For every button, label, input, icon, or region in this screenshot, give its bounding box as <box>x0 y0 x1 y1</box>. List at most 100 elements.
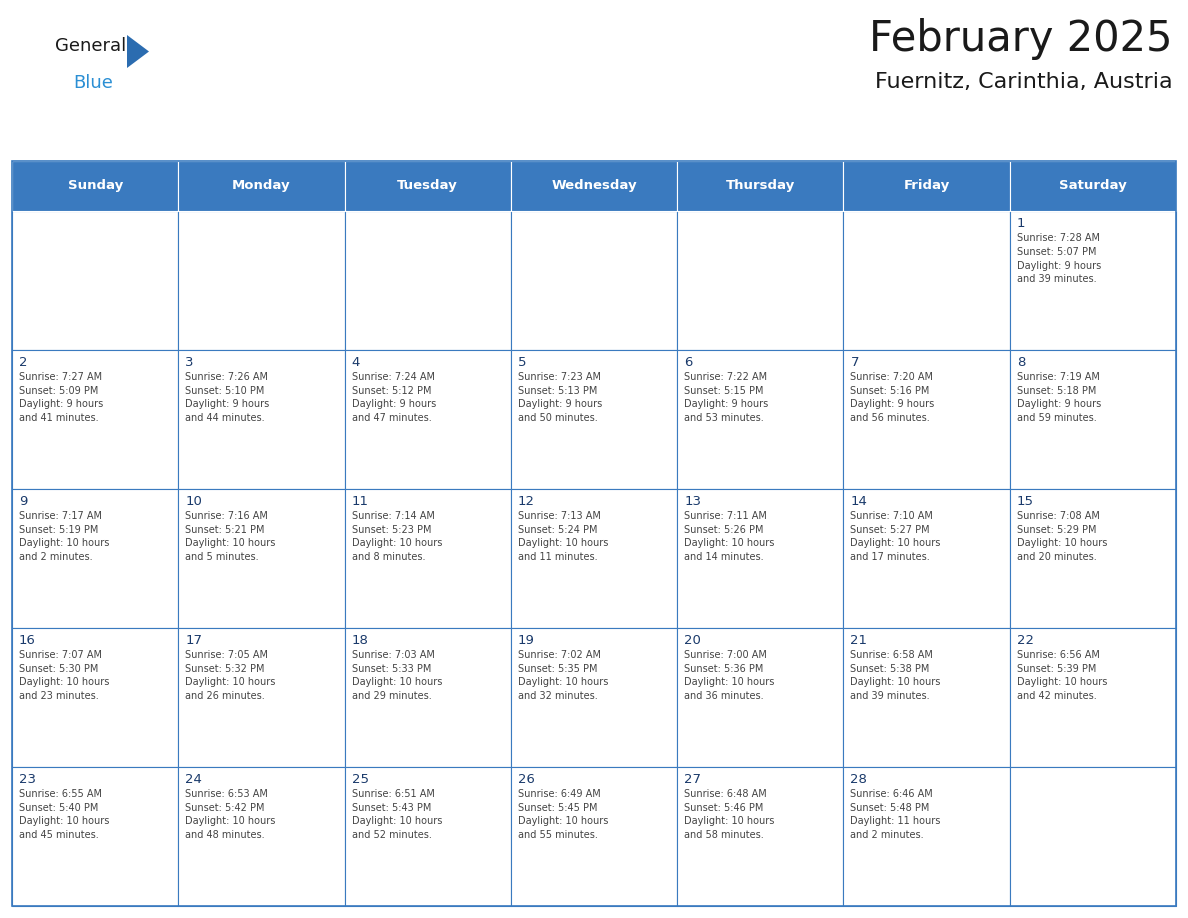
Text: Sunrise: 7:14 AM
Sunset: 5:23 PM
Daylight: 10 hours
and 8 minutes.: Sunrise: 7:14 AM Sunset: 5:23 PM Dayligh… <box>352 511 442 562</box>
Bar <box>345 351 511 489</box>
Text: General: General <box>55 37 126 55</box>
Text: Sunrise: 6:48 AM
Sunset: 5:46 PM
Daylight: 10 hours
and 58 minutes.: Sunrise: 6:48 AM Sunset: 5:46 PM Dayligh… <box>684 789 775 840</box>
Text: 6: 6 <box>684 356 693 369</box>
Text: 18: 18 <box>352 634 368 647</box>
Bar <box>511 489 677 628</box>
Text: Sunrise: 7:26 AM
Sunset: 5:10 PM
Daylight: 9 hours
and 44 minutes.: Sunrise: 7:26 AM Sunset: 5:10 PM Dayligh… <box>185 373 270 423</box>
Text: 15: 15 <box>1017 495 1034 509</box>
Bar <box>511 211 677 351</box>
Text: Sunrise: 7:11 AM
Sunset: 5:26 PM
Daylight: 10 hours
and 14 minutes.: Sunrise: 7:11 AM Sunset: 5:26 PM Dayligh… <box>684 511 775 562</box>
Text: Sunrise: 7:02 AM
Sunset: 5:35 PM
Daylight: 10 hours
and 32 minutes.: Sunrise: 7:02 AM Sunset: 5:35 PM Dayligh… <box>518 650 608 701</box>
Bar <box>178 161 345 211</box>
Text: Sunrise: 6:51 AM
Sunset: 5:43 PM
Daylight: 10 hours
and 52 minutes.: Sunrise: 6:51 AM Sunset: 5:43 PM Dayligh… <box>352 789 442 840</box>
Bar <box>843 161 1010 211</box>
Text: Sunrise: 6:58 AM
Sunset: 5:38 PM
Daylight: 10 hours
and 39 minutes.: Sunrise: 6:58 AM Sunset: 5:38 PM Dayligh… <box>851 650 941 701</box>
Text: Wednesday: Wednesday <box>551 180 637 193</box>
Bar <box>511 351 677 489</box>
Bar <box>843 628 1010 767</box>
Text: 22: 22 <box>1017 634 1034 647</box>
Text: Tuesday: Tuesday <box>397 180 459 193</box>
Bar <box>677 351 843 489</box>
Bar <box>12 161 1176 906</box>
Bar <box>1010 351 1176 489</box>
Text: Thursday: Thursday <box>726 180 795 193</box>
Text: 7: 7 <box>851 356 859 369</box>
Text: Blue: Blue <box>72 74 113 92</box>
Bar <box>1010 161 1176 211</box>
Text: Monday: Monday <box>232 180 291 193</box>
Text: 16: 16 <box>19 634 36 647</box>
Bar <box>12 767 178 906</box>
Text: 9: 9 <box>19 495 27 509</box>
Text: Sunrise: 7:20 AM
Sunset: 5:16 PM
Daylight: 9 hours
and 56 minutes.: Sunrise: 7:20 AM Sunset: 5:16 PM Dayligh… <box>851 373 935 423</box>
Text: 19: 19 <box>518 634 535 647</box>
Text: Sunrise: 7:23 AM
Sunset: 5:13 PM
Daylight: 9 hours
and 50 minutes.: Sunrise: 7:23 AM Sunset: 5:13 PM Dayligh… <box>518 373 602 423</box>
Text: 17: 17 <box>185 634 202 647</box>
Bar <box>345 161 511 211</box>
Bar <box>677 628 843 767</box>
Text: Sunrise: 6:55 AM
Sunset: 5:40 PM
Daylight: 10 hours
and 45 minutes.: Sunrise: 6:55 AM Sunset: 5:40 PM Dayligh… <box>19 789 109 840</box>
Bar <box>345 489 511 628</box>
Text: Sunrise: 7:13 AM
Sunset: 5:24 PM
Daylight: 10 hours
and 11 minutes.: Sunrise: 7:13 AM Sunset: 5:24 PM Dayligh… <box>518 511 608 562</box>
Text: Sunday: Sunday <box>68 180 122 193</box>
Text: Sunrise: 6:49 AM
Sunset: 5:45 PM
Daylight: 10 hours
and 55 minutes.: Sunrise: 6:49 AM Sunset: 5:45 PM Dayligh… <box>518 789 608 840</box>
Text: 3: 3 <box>185 356 194 369</box>
Bar <box>178 489 345 628</box>
Bar <box>1010 211 1176 351</box>
Text: 24: 24 <box>185 773 202 786</box>
Text: 21: 21 <box>851 634 867 647</box>
Bar <box>345 767 511 906</box>
Text: Sunrise: 7:16 AM
Sunset: 5:21 PM
Daylight: 10 hours
and 5 minutes.: Sunrise: 7:16 AM Sunset: 5:21 PM Dayligh… <box>185 511 276 562</box>
Bar <box>345 628 511 767</box>
Bar <box>843 351 1010 489</box>
Text: 12: 12 <box>518 495 535 509</box>
Bar <box>677 161 843 211</box>
Text: 26: 26 <box>518 773 535 786</box>
Text: 14: 14 <box>851 495 867 509</box>
Text: 1: 1 <box>1017 218 1025 230</box>
Text: Friday: Friday <box>903 180 949 193</box>
Bar <box>345 211 511 351</box>
Text: February 2025: February 2025 <box>870 18 1173 60</box>
Bar <box>1010 489 1176 628</box>
Text: Sunrise: 7:03 AM
Sunset: 5:33 PM
Daylight: 10 hours
and 29 minutes.: Sunrise: 7:03 AM Sunset: 5:33 PM Dayligh… <box>352 650 442 701</box>
Bar <box>1010 767 1176 906</box>
Text: Sunrise: 7:10 AM
Sunset: 5:27 PM
Daylight: 10 hours
and 17 minutes.: Sunrise: 7:10 AM Sunset: 5:27 PM Dayligh… <box>851 511 941 562</box>
Bar <box>677 489 843 628</box>
Bar <box>12 211 178 351</box>
Text: 20: 20 <box>684 634 701 647</box>
Text: 13: 13 <box>684 495 701 509</box>
Bar <box>511 628 677 767</box>
Bar <box>843 211 1010 351</box>
Text: Sunrise: 6:56 AM
Sunset: 5:39 PM
Daylight: 10 hours
and 42 minutes.: Sunrise: 6:56 AM Sunset: 5:39 PM Dayligh… <box>1017 650 1107 701</box>
Text: Sunrise: 7:08 AM
Sunset: 5:29 PM
Daylight: 10 hours
and 20 minutes.: Sunrise: 7:08 AM Sunset: 5:29 PM Dayligh… <box>1017 511 1107 562</box>
Bar <box>511 767 677 906</box>
Text: 23: 23 <box>19 773 36 786</box>
Text: Sunrise: 7:24 AM
Sunset: 5:12 PM
Daylight: 9 hours
and 47 minutes.: Sunrise: 7:24 AM Sunset: 5:12 PM Dayligh… <box>352 373 436 423</box>
Text: 27: 27 <box>684 773 701 786</box>
Text: 11: 11 <box>352 495 368 509</box>
Bar <box>843 767 1010 906</box>
Bar <box>677 211 843 351</box>
Text: Sunrise: 7:27 AM
Sunset: 5:09 PM
Daylight: 9 hours
and 41 minutes.: Sunrise: 7:27 AM Sunset: 5:09 PM Dayligh… <box>19 373 103 423</box>
Text: Sunrise: 6:53 AM
Sunset: 5:42 PM
Daylight: 10 hours
and 48 minutes.: Sunrise: 6:53 AM Sunset: 5:42 PM Dayligh… <box>185 789 276 840</box>
Text: Sunrise: 7:28 AM
Sunset: 5:07 PM
Daylight: 9 hours
and 39 minutes.: Sunrise: 7:28 AM Sunset: 5:07 PM Dayligh… <box>1017 233 1101 285</box>
Text: Sunrise: 7:00 AM
Sunset: 5:36 PM
Daylight: 10 hours
and 36 minutes.: Sunrise: 7:00 AM Sunset: 5:36 PM Dayligh… <box>684 650 775 701</box>
Text: Fuernitz, Carinthia, Austria: Fuernitz, Carinthia, Austria <box>876 72 1173 92</box>
Bar <box>843 489 1010 628</box>
Text: Sunrise: 7:19 AM
Sunset: 5:18 PM
Daylight: 9 hours
and 59 minutes.: Sunrise: 7:19 AM Sunset: 5:18 PM Dayligh… <box>1017 373 1101 423</box>
Bar <box>511 161 677 211</box>
Bar <box>12 161 178 211</box>
Bar <box>12 351 178 489</box>
Bar <box>677 767 843 906</box>
Bar <box>178 767 345 906</box>
Text: 4: 4 <box>352 356 360 369</box>
Text: Sunrise: 7:05 AM
Sunset: 5:32 PM
Daylight: 10 hours
and 26 minutes.: Sunrise: 7:05 AM Sunset: 5:32 PM Dayligh… <box>185 650 276 701</box>
Text: Sunrise: 7:22 AM
Sunset: 5:15 PM
Daylight: 9 hours
and 53 minutes.: Sunrise: 7:22 AM Sunset: 5:15 PM Dayligh… <box>684 373 769 423</box>
Bar <box>178 351 345 489</box>
Bar <box>12 628 178 767</box>
Text: 2: 2 <box>19 356 27 369</box>
Text: Sunrise: 7:17 AM
Sunset: 5:19 PM
Daylight: 10 hours
and 2 minutes.: Sunrise: 7:17 AM Sunset: 5:19 PM Dayligh… <box>19 511 109 562</box>
Bar <box>178 211 345 351</box>
Text: 8: 8 <box>1017 356 1025 369</box>
